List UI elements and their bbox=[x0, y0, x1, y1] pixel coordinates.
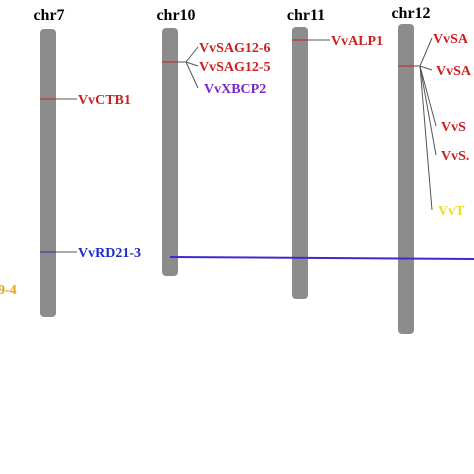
chr10-label: chr10 bbox=[156, 7, 195, 24]
gene-label-vvsag12-6: VvSAG12-6 bbox=[199, 41, 271, 56]
chr7-label: chr7 bbox=[33, 7, 64, 24]
gene-label-vvrd21-3: VvRD21-3 bbox=[78, 246, 141, 261]
vvsag12-6-leader bbox=[178, 46, 199, 63]
chr12-gene-2-leader bbox=[414, 65, 433, 71]
gene-label-chr12-2: VvSA bbox=[436, 64, 472, 79]
chr12-label: chr12 bbox=[391, 5, 430, 22]
chr10-bar bbox=[162, 28, 178, 276]
gene-label-chr12-3: VvS bbox=[441, 120, 466, 135]
chr11-label: chr11 bbox=[287, 7, 325, 24]
duplication-link-line bbox=[169, 256, 474, 260]
gene-label-offscreen: 9-4 bbox=[0, 283, 17, 298]
gene-label-vvalp1: VvALP1 bbox=[331, 34, 383, 49]
chr12-gene-4-leader bbox=[414, 65, 437, 156]
chr12-gene-5-leader bbox=[414, 65, 433, 211]
chr12-gene-1-leader bbox=[414, 37, 433, 67]
vvxbcp2-leader bbox=[178, 61, 199, 89]
gene-label-chr12-5: VvT bbox=[438, 204, 465, 219]
chr11-bar bbox=[292, 27, 308, 299]
gene-label-vvxbcp2: VvXBCP2 bbox=[204, 82, 266, 97]
gene-label-vvctb1: VvCTB1 bbox=[78, 93, 131, 108]
chr12-bar bbox=[398, 24, 414, 334]
chr7-bar bbox=[40, 29, 56, 317]
gene-label-chr12-1: VvSA bbox=[433, 32, 469, 47]
gene-label-vvsag12-5: VvSAG12-5 bbox=[199, 60, 271, 75]
gene-label-chr12-4: VvS. bbox=[441, 149, 469, 164]
